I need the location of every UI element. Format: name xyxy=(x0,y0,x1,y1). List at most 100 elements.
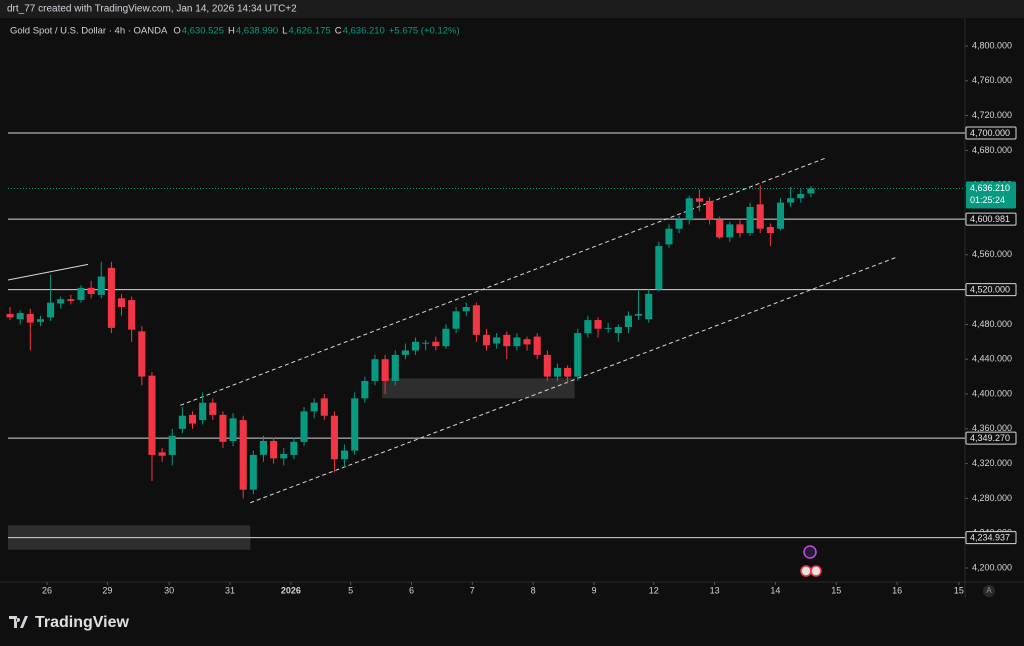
candle-body xyxy=(645,293,653,320)
candle-body xyxy=(574,333,582,377)
y-tick-label: 4,400.000 xyxy=(972,388,1012,398)
candle-body xyxy=(533,336,541,355)
candle-body xyxy=(604,327,612,329)
level-label-box xyxy=(965,431,1017,445)
x-tick-label: 31 xyxy=(225,585,235,595)
ohlc-value: 4,626.175 xyxy=(288,26,330,37)
candle-body xyxy=(635,313,643,316)
candle-body xyxy=(411,341,420,351)
candle-body xyxy=(624,315,632,328)
current-price-label: 4,636.210 xyxy=(970,183,1010,193)
brand-name: TradingView xyxy=(35,614,130,631)
y-tick-label: 4,320.000 xyxy=(972,458,1012,468)
candle-body xyxy=(310,402,318,412)
candle-body xyxy=(148,375,156,455)
event-icon xyxy=(810,565,822,577)
candle-body xyxy=(199,402,207,421)
candle-body xyxy=(341,450,349,460)
candle-body xyxy=(797,193,805,199)
x-tick-label: 15 xyxy=(954,585,964,595)
y-tick-label: 4,480.000 xyxy=(972,319,1012,329)
trend-line xyxy=(250,256,897,504)
candle-body xyxy=(87,287,95,294)
candle-body xyxy=(746,206,754,234)
candle-body xyxy=(47,302,55,318)
x-tick-label: 9 xyxy=(591,585,596,595)
level-label: 4,600.981 xyxy=(970,214,1010,224)
auto-scale-label[interactable]: A xyxy=(986,586,992,595)
candle-body xyxy=(320,398,328,416)
level-label-box xyxy=(965,531,1017,545)
candle-body xyxy=(361,380,369,399)
candle-body xyxy=(685,198,693,221)
ohlc-key: L xyxy=(282,26,287,37)
candle-body xyxy=(553,367,562,377)
candle-body xyxy=(564,367,572,377)
x-tick-label: 5 xyxy=(348,585,353,595)
level-label: 4,234.937 xyxy=(970,532,1010,542)
plot-area: 4,200.0004,240.0004,280.0004,320.0004,36… xyxy=(0,18,1024,598)
level-label-box xyxy=(965,283,1017,297)
candle-body xyxy=(665,228,673,245)
candle-body xyxy=(107,267,115,328)
candle-body xyxy=(209,402,217,415)
y-tick-label: 4,760.000 xyxy=(972,75,1012,85)
attribution: drt_77 created with TradingView.com, Jan… xyxy=(7,4,297,15)
candle-body xyxy=(57,299,65,304)
candle-body xyxy=(787,198,795,203)
candle-body xyxy=(756,204,764,229)
x-tick-label: 15 xyxy=(831,585,841,595)
candle-body xyxy=(168,435,176,455)
candle-body xyxy=(219,414,227,442)
x-tick-label: 26 xyxy=(42,585,52,595)
footer xyxy=(0,598,1024,646)
level-label-box xyxy=(965,126,1017,140)
candle-body xyxy=(249,454,257,490)
candle-body xyxy=(726,224,734,238)
candle-body xyxy=(290,441,298,455)
ohlc-value: 4,636.210 xyxy=(343,26,385,37)
candle-body xyxy=(584,320,592,334)
auto-scale-button[interactable] xyxy=(983,585,995,597)
level-label-box xyxy=(965,212,1017,226)
candle-body xyxy=(158,452,166,456)
candle-body xyxy=(67,299,75,301)
candle-body xyxy=(503,334,511,347)
change: +5.675 (+0.12%) xyxy=(389,26,460,37)
level-label: 4,349.270 xyxy=(970,433,1010,443)
candle-body xyxy=(128,300,136,330)
candle-body xyxy=(655,246,663,290)
x-tick-label: 6 xyxy=(409,585,414,595)
candle-body xyxy=(16,313,24,320)
candle-body xyxy=(523,339,531,345)
ohlc-value: 4,630.525 xyxy=(182,26,224,37)
candle-body xyxy=(482,334,491,346)
x-tick-label: 8 xyxy=(531,585,536,595)
candle-body xyxy=(391,354,399,381)
candle-body xyxy=(776,202,785,229)
candle-body xyxy=(675,220,683,229)
candle-body xyxy=(442,328,450,347)
candle-body xyxy=(330,415,338,460)
countdown-label: 01:25:24 xyxy=(970,195,1005,205)
candle-body xyxy=(736,224,744,234)
ohlc-key: C xyxy=(335,26,342,37)
y-tick-label: 4,560.000 xyxy=(972,249,1012,259)
x-tick-label: 12 xyxy=(649,585,659,595)
candle-body xyxy=(117,298,126,308)
top-bar xyxy=(0,0,1024,18)
candle-body xyxy=(766,226,774,234)
candle-body xyxy=(351,398,359,451)
x-tick-label: 29 xyxy=(102,585,112,595)
y-tick-label: 4,280.000 xyxy=(972,493,1012,503)
candle-body xyxy=(26,313,34,323)
level-label: 4,520.000 xyxy=(970,284,1010,294)
candle-body xyxy=(472,305,480,335)
y-tick-label: 4,800.000 xyxy=(972,40,1012,50)
ohlc-key: H xyxy=(228,26,235,37)
candle-body xyxy=(513,337,521,347)
candle-body xyxy=(705,200,714,221)
symbol-title: Gold Spot / U.S. Dollar · 4h · OANDA xyxy=(10,26,168,37)
candle-body xyxy=(77,287,85,301)
